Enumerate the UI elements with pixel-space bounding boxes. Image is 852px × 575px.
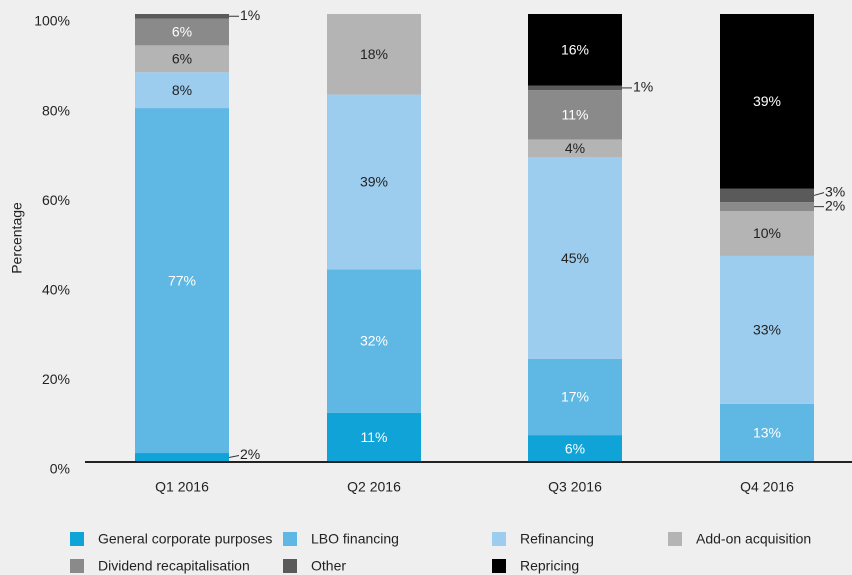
data-label: 77%: [168, 272, 196, 288]
data-label: 6%: [172, 24, 192, 40]
legend-label: Repricing: [520, 558, 579, 574]
bar-segment: [135, 72, 229, 109]
bar-segment: [528, 139, 622, 158]
bar-segment: [135, 18, 229, 46]
legend-label: LBO financing: [311, 531, 399, 547]
bar-segment: [528, 85, 622, 91]
legend-swatch: [492, 559, 506, 573]
data-label: 6%: [172, 51, 192, 67]
bar-segment: [135, 45, 229, 73]
data-label: 4%: [565, 140, 585, 156]
data-label: 8%: [172, 82, 192, 98]
bar-segment: [528, 14, 622, 86]
y-tick-label: 100%: [34, 13, 70, 29]
legend-swatch: [70, 532, 84, 546]
data-label: 2%: [825, 197, 845, 213]
data-label: 1%: [240, 7, 260, 23]
legend-swatch: [283, 532, 297, 546]
legend-swatch: [668, 532, 682, 546]
bar-segment: [528, 435, 622, 462]
bar-segment: [135, 453, 229, 462]
bar-segment: [327, 269, 421, 413]
legend-label: Refinancing: [520, 531, 594, 547]
bar-segment: [720, 403, 814, 462]
data-label: 16%: [561, 42, 589, 58]
data-label: 1%: [633, 79, 653, 95]
bar-segment: [720, 14, 814, 189]
data-label: 33%: [753, 322, 781, 338]
bar-segment: [720, 188, 814, 203]
y-tick-label: 20%: [42, 371, 70, 387]
data-label: 18%: [360, 46, 388, 62]
data-label: 39%: [360, 174, 388, 190]
y-tick-label: 80%: [42, 102, 70, 118]
data-label: 17%: [561, 389, 589, 405]
legend-swatch: [492, 532, 506, 546]
x-tick-label: Q4 2016: [740, 479, 794, 495]
bar-segment: [135, 14, 229, 19]
legend-label: Add-on acquisition: [696, 531, 811, 547]
data-label: 6%: [565, 440, 585, 456]
data-label: 11%: [361, 429, 388, 445]
legend-swatch: [283, 559, 297, 573]
legend-swatch: [70, 559, 84, 573]
bar-segment: [528, 90, 622, 140]
data-label: 13%: [753, 425, 781, 441]
x-tick-label: Q3 2016: [548, 479, 602, 495]
data-label: 3%: [825, 183, 845, 199]
y-tick-label: 0%: [50, 461, 70, 477]
data-label: 11%: [562, 107, 589, 123]
data-label: 45%: [561, 250, 589, 266]
leader-line: [813, 192, 825, 196]
y-axis-label: Percentage: [9, 202, 25, 274]
bar-segment: [327, 412, 421, 462]
bar-segment: [720, 211, 814, 256]
data-label: 32%: [360, 333, 388, 349]
bar-segment: [327, 14, 421, 95]
bar-segment: [720, 255, 814, 404]
data-label: 10%: [753, 225, 781, 241]
bar-segment: [720, 202, 814, 212]
legend-label: Dividend recapitalisation: [98, 558, 250, 574]
leader-line: [228, 455, 240, 459]
bar-segment: [528, 157, 622, 359]
x-tick-label: Q2 2016: [347, 479, 401, 495]
legend-label: General corporate purposes: [98, 531, 272, 547]
bar-segment: [528, 358, 622, 436]
x-tick-label: Q1 2016: [155, 479, 209, 495]
y-tick-label: 40%: [42, 282, 70, 298]
legend-label: Other: [311, 558, 346, 574]
bar-segment: [327, 94, 421, 270]
data-label: 2%: [240, 446, 260, 462]
y-tick-label: 60%: [42, 192, 70, 208]
bar-segment: [135, 108, 229, 454]
data-label: 39%: [753, 93, 781, 109]
